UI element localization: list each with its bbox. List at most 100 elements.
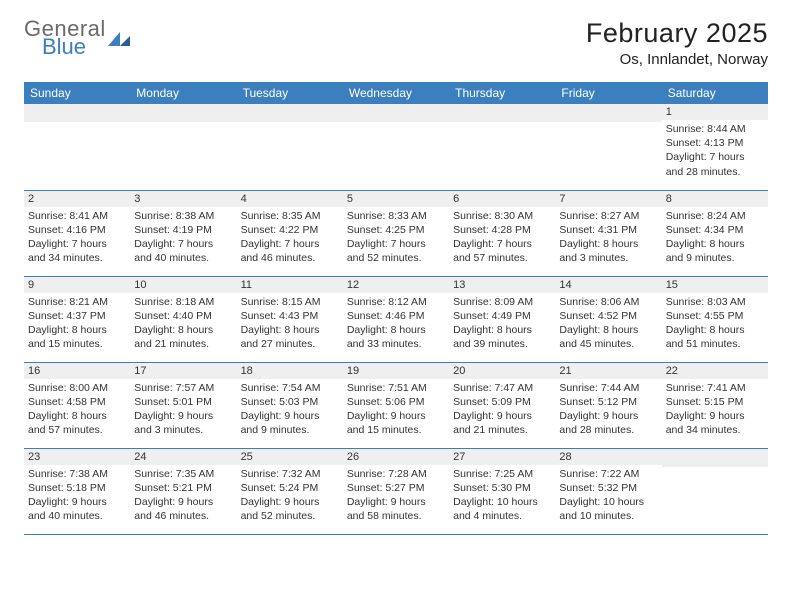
day-body: Sunrise: 8:12 AMSunset: 4:46 PMDaylight:… — [343, 293, 449, 356]
day-number: 4 — [237, 191, 343, 207]
calendar-cell: 26Sunrise: 7:28 AMSunset: 5:27 PMDayligh… — [343, 448, 449, 534]
calendar-cell: 27Sunrise: 7:25 AMSunset: 5:30 PMDayligh… — [449, 448, 555, 534]
calendar-cell: 10Sunrise: 8:18 AMSunset: 4:40 PMDayligh… — [130, 276, 236, 362]
sunset-text: Sunset: 5:06 PM — [347, 395, 445, 409]
day-number-empty — [24, 104, 130, 122]
daylight-text: Daylight: 8 hours and 9 minutes. — [666, 237, 764, 265]
calendar-cell: 14Sunrise: 8:06 AMSunset: 4:52 PMDayligh… — [555, 276, 661, 362]
day-body: Sunrise: 8:18 AMSunset: 4:40 PMDaylight:… — [130, 293, 236, 356]
daylight-text: Daylight: 7 hours and 34 minutes. — [28, 237, 126, 265]
calendar-cell: 21Sunrise: 7:44 AMSunset: 5:12 PMDayligh… — [555, 362, 661, 448]
daylight-text: Daylight: 10 hours and 4 minutes. — [453, 495, 551, 523]
sunrise-text: Sunrise: 8:18 AM — [134, 295, 232, 309]
sunrise-text: Sunrise: 7:44 AM — [559, 381, 657, 395]
sunset-text: Sunset: 4:22 PM — [241, 223, 339, 237]
sunrise-text: Sunrise: 7:32 AM — [241, 467, 339, 481]
day-body: Sunrise: 7:38 AMSunset: 5:18 PMDaylight:… — [24, 465, 130, 528]
sunrise-text: Sunrise: 8:00 AM — [28, 381, 126, 395]
day-body: Sunrise: 8:15 AMSunset: 4:43 PMDaylight:… — [237, 293, 343, 356]
calendar-cell: 22Sunrise: 7:41 AMSunset: 5:15 PMDayligh… — [662, 362, 768, 448]
calendar-cell — [555, 104, 661, 190]
calendar-cell: 9Sunrise: 8:21 AMSunset: 4:37 PMDaylight… — [24, 276, 130, 362]
daylight-text: Daylight: 8 hours and 57 minutes. — [28, 409, 126, 437]
page-subtitle: Os, Innlandet, Norway — [586, 51, 768, 68]
day-body: Sunrise: 8:33 AMSunset: 4:25 PMDaylight:… — [343, 207, 449, 270]
day-number: 16 — [24, 363, 130, 379]
day-body: Sunrise: 8:00 AMSunset: 4:58 PMDaylight:… — [24, 379, 130, 442]
day-number: 13 — [449, 277, 555, 293]
sunset-text: Sunset: 4:13 PM — [666, 136, 764, 150]
day-body: Sunrise: 7:44 AMSunset: 5:12 PMDaylight:… — [555, 379, 661, 442]
day-number: 17 — [130, 363, 236, 379]
sunset-text: Sunset: 5:21 PM — [134, 481, 232, 495]
calendar-cell: 25Sunrise: 7:32 AMSunset: 5:24 PMDayligh… — [237, 448, 343, 534]
daylight-text: Daylight: 8 hours and 3 minutes. — [559, 237, 657, 265]
day-body: Sunrise: 8:41 AMSunset: 4:16 PMDaylight:… — [24, 207, 130, 270]
calendar-cell: 3Sunrise: 8:38 AMSunset: 4:19 PMDaylight… — [130, 190, 236, 276]
sunrise-text: Sunrise: 7:28 AM — [347, 467, 445, 481]
sunrise-text: Sunrise: 8:35 AM — [241, 209, 339, 223]
day-number: 9 — [24, 277, 130, 293]
daylight-text: Daylight: 7 hours and 46 minutes. — [241, 237, 339, 265]
calendar-week-row: 16Sunrise: 8:00 AMSunset: 4:58 PMDayligh… — [24, 362, 768, 448]
daylight-text: Daylight: 10 hours and 10 minutes. — [559, 495, 657, 523]
day-number: 10 — [130, 277, 236, 293]
calendar-cell: 5Sunrise: 8:33 AMSunset: 4:25 PMDaylight… — [343, 190, 449, 276]
day-number-empty — [343, 104, 449, 122]
daylight-text: Daylight: 7 hours and 40 minutes. — [134, 237, 232, 265]
daylight-text: Daylight: 8 hours and 39 minutes. — [453, 323, 551, 351]
day-body: Sunrise: 7:51 AMSunset: 5:06 PMDaylight:… — [343, 379, 449, 442]
day-number: 23 — [24, 449, 130, 465]
daylight-text: Daylight: 7 hours and 52 minutes. — [347, 237, 445, 265]
day-body: Sunrise: 7:41 AMSunset: 5:15 PMDaylight:… — [662, 379, 768, 442]
day-number: 18 — [237, 363, 343, 379]
calendar-cell: 13Sunrise: 8:09 AMSunset: 4:49 PMDayligh… — [449, 276, 555, 362]
sunrise-text: Sunrise: 8:21 AM — [28, 295, 126, 309]
calendar-cell — [130, 104, 236, 190]
sunrise-text: Sunrise: 8:03 AM — [666, 295, 764, 309]
sunset-text: Sunset: 5:15 PM — [666, 395, 764, 409]
day-number-empty — [237, 104, 343, 122]
sunrise-text: Sunrise: 7:54 AM — [241, 381, 339, 395]
daylight-text: Daylight: 9 hours and 46 minutes. — [134, 495, 232, 523]
day-header-tuesday: Tuesday — [237, 82, 343, 104]
calendar-cell: 2Sunrise: 8:41 AMSunset: 4:16 PMDaylight… — [24, 190, 130, 276]
sunset-text: Sunset: 4:25 PM — [347, 223, 445, 237]
day-number-empty — [662, 449, 768, 467]
sunset-text: Sunset: 4:19 PM — [134, 223, 232, 237]
sunset-text: Sunset: 4:37 PM — [28, 309, 126, 323]
page-header: General Blue February 2025 Os, Innlandet… — [24, 18, 768, 68]
sunrise-text: Sunrise: 8:09 AM — [453, 295, 551, 309]
sunrise-text: Sunrise: 8:15 AM — [241, 295, 339, 309]
day-body: Sunrise: 7:54 AMSunset: 5:03 PMDaylight:… — [237, 379, 343, 442]
sunrise-text: Sunrise: 7:22 AM — [559, 467, 657, 481]
sunrise-text: Sunrise: 8:12 AM — [347, 295, 445, 309]
calendar-body: 1Sunrise: 8:44 AMSunset: 4:13 PMDaylight… — [24, 104, 768, 534]
sunrise-text: Sunrise: 7:41 AM — [666, 381, 764, 395]
logo: General Blue — [24, 18, 130, 58]
logo-mark-icon — [108, 30, 130, 46]
calendar-cell: 8Sunrise: 8:24 AMSunset: 4:34 PMDaylight… — [662, 190, 768, 276]
day-number: 20 — [449, 363, 555, 379]
daylight-text: Daylight: 8 hours and 27 minutes. — [241, 323, 339, 351]
daylight-text: Daylight: 9 hours and 40 minutes. — [28, 495, 126, 523]
day-body: Sunrise: 7:35 AMSunset: 5:21 PMDaylight:… — [130, 465, 236, 528]
daylight-text: Daylight: 7 hours and 28 minutes. — [666, 150, 764, 178]
calendar-table: Sunday Monday Tuesday Wednesday Thursday… — [24, 82, 768, 535]
sunrise-text: Sunrise: 8:06 AM — [559, 295, 657, 309]
daylight-text: Daylight: 7 hours and 57 minutes. — [453, 237, 551, 265]
daylight-text: Daylight: 9 hours and 52 minutes. — [241, 495, 339, 523]
sunset-text: Sunset: 5:01 PM — [134, 395, 232, 409]
daylight-text: Daylight: 9 hours and 9 minutes. — [241, 409, 339, 437]
day-number: 14 — [555, 277, 661, 293]
day-number-empty — [555, 104, 661, 122]
sunrise-text: Sunrise: 7:57 AM — [134, 381, 232, 395]
sunset-text: Sunset: 5:18 PM — [28, 481, 126, 495]
sunrise-text: Sunrise: 8:44 AM — [666, 122, 764, 136]
day-body: Sunrise: 7:32 AMSunset: 5:24 PMDaylight:… — [237, 465, 343, 528]
day-number: 28 — [555, 449, 661, 465]
daylight-text: Daylight: 9 hours and 34 minutes. — [666, 409, 764, 437]
calendar-cell: 4 Sunrise: 8:35 AMSunset: 4:22 PMDaylight… — [237, 190, 343, 276]
sunset-text: Sunset: 4:46 PM — [347, 309, 445, 323]
sunrise-text: Sunrise: 8:27 AM — [559, 209, 657, 223]
